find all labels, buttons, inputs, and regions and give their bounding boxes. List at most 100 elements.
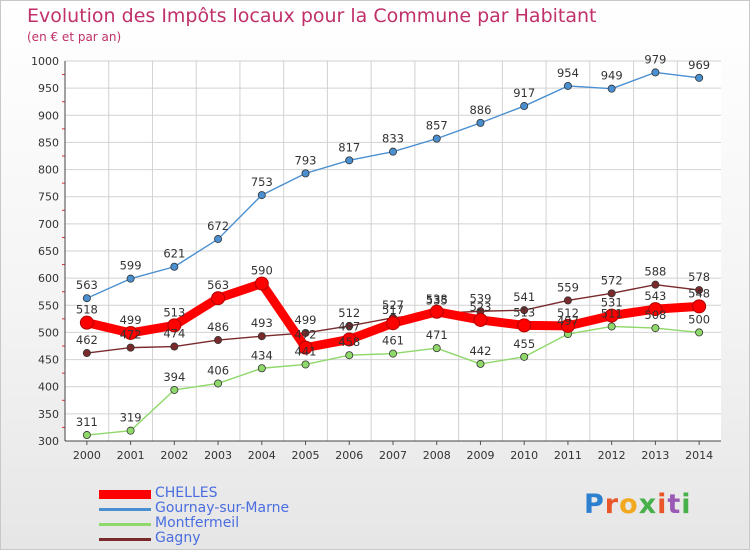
x-tick-label: 2003 [204,449,232,462]
data-point-montfermeil [651,324,660,333]
data-label-gagny: 539 [469,291,491,305]
x-tick-label: 2010 [510,449,538,462]
y-tick-label: 850 [38,136,59,149]
logo-letter: i [657,489,668,520]
data-label-gagny: 499 [295,313,317,327]
data-point-gagny [563,296,572,305]
x-tick-label: 2013 [641,449,669,462]
data-label-montfermeil: 319 [120,411,142,425]
data-label-montfermeil: 442 [469,344,491,358]
x-tick-label: 2001 [117,449,145,462]
data-point-chelles [604,308,619,323]
y-tick-label: 750 [38,191,59,204]
data-point-gournay-sur-marne [345,156,354,165]
y-tick-label: 950 [38,82,59,95]
legend-label-chelles: CHELLES [155,485,218,501]
data-label-chelles: 472 [295,328,317,342]
proxiti-logo: Proxiti [584,489,692,520]
data-label-chelles: 518 [76,303,98,317]
data-point-gournay-sur-marne [520,102,529,111]
data-label-gagny: 527 [382,298,404,312]
data-point-gournay-sur-marne [432,134,441,143]
data-label-gagny: 512 [338,306,360,320]
data-point-gagny [82,349,91,358]
data-label-gournay-sur-marne: 917 [513,86,535,100]
logo-letter: r [604,489,620,520]
y-tick-label: 450 [38,354,59,367]
data-point-gournay-sur-marne [170,262,179,271]
data-point-chelles [473,312,488,327]
data-point-chelles [123,325,138,340]
data-label-montfermeil: 441 [295,344,317,358]
data-label-gagny: 472 [120,328,142,342]
data-point-gournay-sur-marne [257,191,266,200]
data-label-montfermeil: 511 [601,306,623,320]
x-tick-label: 2009 [466,449,494,462]
data-point-gagny [520,306,529,315]
data-label-chelles: 538 [426,292,448,306]
x-tick-label: 2012 [598,449,626,462]
data-label-montfermeil: 461 [382,334,404,348]
y-tick-label: 1000 [31,55,59,68]
y-tick-label: 350 [38,408,59,421]
data-point-gournay-sur-marne [695,73,704,82]
legend-swatch-chelles [99,489,151,499]
data-label-gournay-sur-marne: 793 [295,153,317,167]
data-label-gagny: 486 [207,320,229,334]
data-label-montfermeil: 406 [207,363,229,377]
legend-swatch-montfermeil [99,522,151,526]
data-label-chelles: 531 [601,296,623,310]
x-tick-label: 2004 [248,449,276,462]
chart-subtitle: (en € et par an) [27,30,122,44]
data-label-chelles: 517 [382,303,404,317]
y-tick-label: 650 [38,245,59,258]
x-tick-label: 2005 [292,449,320,462]
legend-label-montfermeil: Montfermeil [155,515,240,531]
x-tick-label: 2007 [379,449,407,462]
logo-letter: i [681,489,692,520]
data-label-gournay-sur-marne: 621 [163,247,185,261]
chart-title: Evolution des Impôts locaux pour la Comm… [27,5,597,27]
legend-label-gournay-sur-marne: Gournay-sur-Marne [155,500,290,516]
data-label-chelles: 543 [644,289,666,303]
data-point-montfermeil [214,379,223,388]
data-point-montfermeil [607,322,616,331]
data-point-montfermeil [432,344,441,353]
data-point-chelles [79,315,94,330]
data-point-chelles [429,304,444,319]
data-point-chelles [342,332,357,347]
data-label-chelles: 512 [557,306,579,320]
data-point-gournay-sur-marne [214,235,223,244]
data-label-gagny: 559 [557,280,579,294]
x-tick-label: 2006 [335,449,363,462]
data-point-gournay-sur-marne [82,294,91,303]
data-point-montfermeil [301,360,310,369]
data-label-chelles: 513 [513,305,535,319]
x-tick-label: 2002 [160,449,188,462]
data-point-chelles [692,299,707,314]
logo-letter: x [638,489,658,520]
data-label-gournay-sur-marne: 949 [601,69,623,83]
logo-letter: o [619,489,639,520]
data-point-montfermeil [520,352,529,361]
data-point-chelles [560,318,575,333]
data-point-gagny [214,336,223,345]
legend-label-gagny: Gagny [155,530,201,546]
data-label-montfermeil: 455 [513,337,535,351]
legend-swatch-gournay-sur-marne [99,507,151,511]
data-label-gournay-sur-marne: 979 [644,52,666,66]
data-label-chelles: 513 [163,305,185,319]
data-label-gournay-sur-marne: 599 [120,259,142,273]
data-label-gagny: 474 [163,327,185,341]
y-tick-label: 800 [38,164,59,177]
data-label-gournay-sur-marne: 857 [426,119,448,133]
y-tick-label: 300 [38,435,59,448]
data-label-montfermeil: 497 [557,314,579,328]
data-point-gagny [126,343,135,352]
data-point-gagny [695,286,704,295]
data-label-gagny: 588 [644,265,666,279]
data-point-chelles [298,340,313,355]
data-label-gournay-sur-marne: 753 [251,175,273,189]
data-label-gournay-sur-marne: 672 [207,219,229,233]
